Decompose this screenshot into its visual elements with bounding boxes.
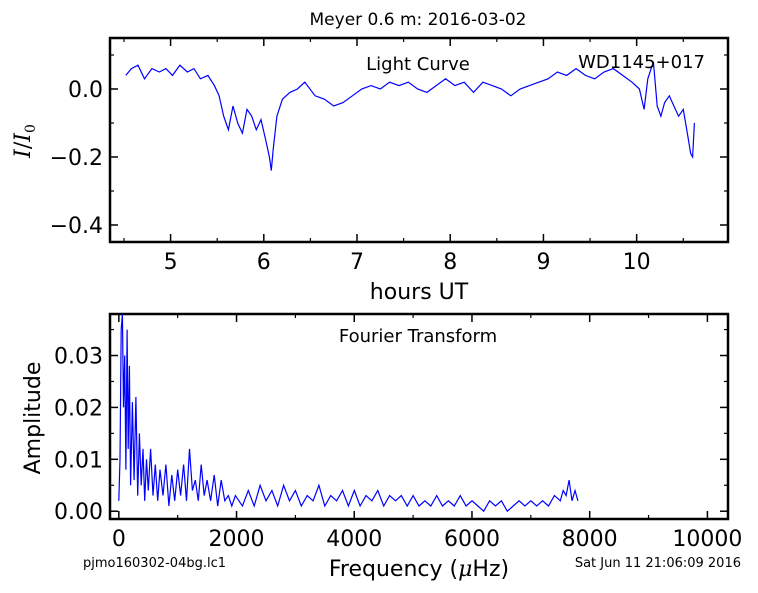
fourier-y-tick-label: 0.00 — [54, 500, 103, 525]
fourier-y-tick-label: 0.03 — [54, 345, 103, 370]
fourier-x-tick-label: 4000 — [326, 527, 382, 552]
light-curve-title: Light Curve — [366, 54, 470, 75]
fourier-x-tick-label: 0 — [112, 527, 126, 552]
light-curve-x-tick-label: 9 — [536, 250, 550, 275]
fourier-x-ticks: 0 2000 4000 6000 8000 10000 — [112, 314, 742, 552]
light-curve-y-tick-label: −0.2 — [50, 146, 103, 171]
footer-timestamp: Sat Jun 11 21:06:09 2016 — [575, 556, 741, 571]
light-curve-x-tick-label: 10 — [623, 250, 651, 275]
light-curve-y-tick-label: −0.4 — [50, 214, 103, 239]
light-curve-y-ticks: 0.0 −0.2 −0.4 — [50, 54, 728, 239]
svg-text:I/I0: I/I0 — [11, 124, 39, 159]
light-curve-x-ticks: 5 6 7 8 9 10 — [123, 38, 684, 275]
light-curve-x-tick-label: 5 — [164, 250, 178, 275]
fourier-title: Fourier Transform — [339, 326, 497, 347]
light-curve-panel: 5 6 7 8 9 10 0.0 −0.2 −0.4 Light Curve WD1145+0… — [11, 36, 730, 305]
figure-title: Meyer 0.6 m: 2016-03-02 — [310, 10, 527, 30]
fourier-y-ticks: 0.00 0.01 0.02 0.03 — [54, 328, 728, 525]
fourier-y-axis-label: Amplitude — [21, 362, 46, 475]
light-curve-x-axis-label: hours UT — [370, 280, 469, 305]
fourier-x-tick-label: 6000 — [444, 527, 500, 552]
fourier-series-line — [118, 313, 579, 513]
footer-filename: pjmo160302-04bg.lc1 — [83, 556, 226, 571]
light-curve-y-axis-label: I/I0 — [11, 124, 39, 159]
fourier-y-tick-label: 0.01 — [54, 448, 103, 473]
fourier-x-tick-label: 2000 — [209, 527, 265, 552]
light-curve-y-tick-label: 0.0 — [68, 78, 103, 103]
fourier-x-axis-label: Frequency (μHz) — [329, 557, 509, 582]
fourier-x-tick-label: 10000 — [672, 527, 742, 552]
light-curve-series-line — [125, 61, 695, 171]
fourier-transform-panel: 0 2000 4000 6000 8000 10000 0.000.010.020.03 … — [21, 312, 742, 582]
light-curve-plot-frame — [108, 36, 730, 244]
light-curve-x-tick-label: 8 — [443, 250, 457, 275]
fourier-y-tick-label: 0.02 — [54, 396, 103, 421]
light-curve-x-tick-label: 6 — [257, 250, 271, 275]
light-curve-x-tick-label: 7 — [350, 250, 364, 275]
fourier-plot-frame — [108, 312, 730, 521]
light-curve-annotation: WD1145+017 — [578, 52, 705, 73]
fourier-x-tick-label: 8000 — [562, 527, 618, 552]
